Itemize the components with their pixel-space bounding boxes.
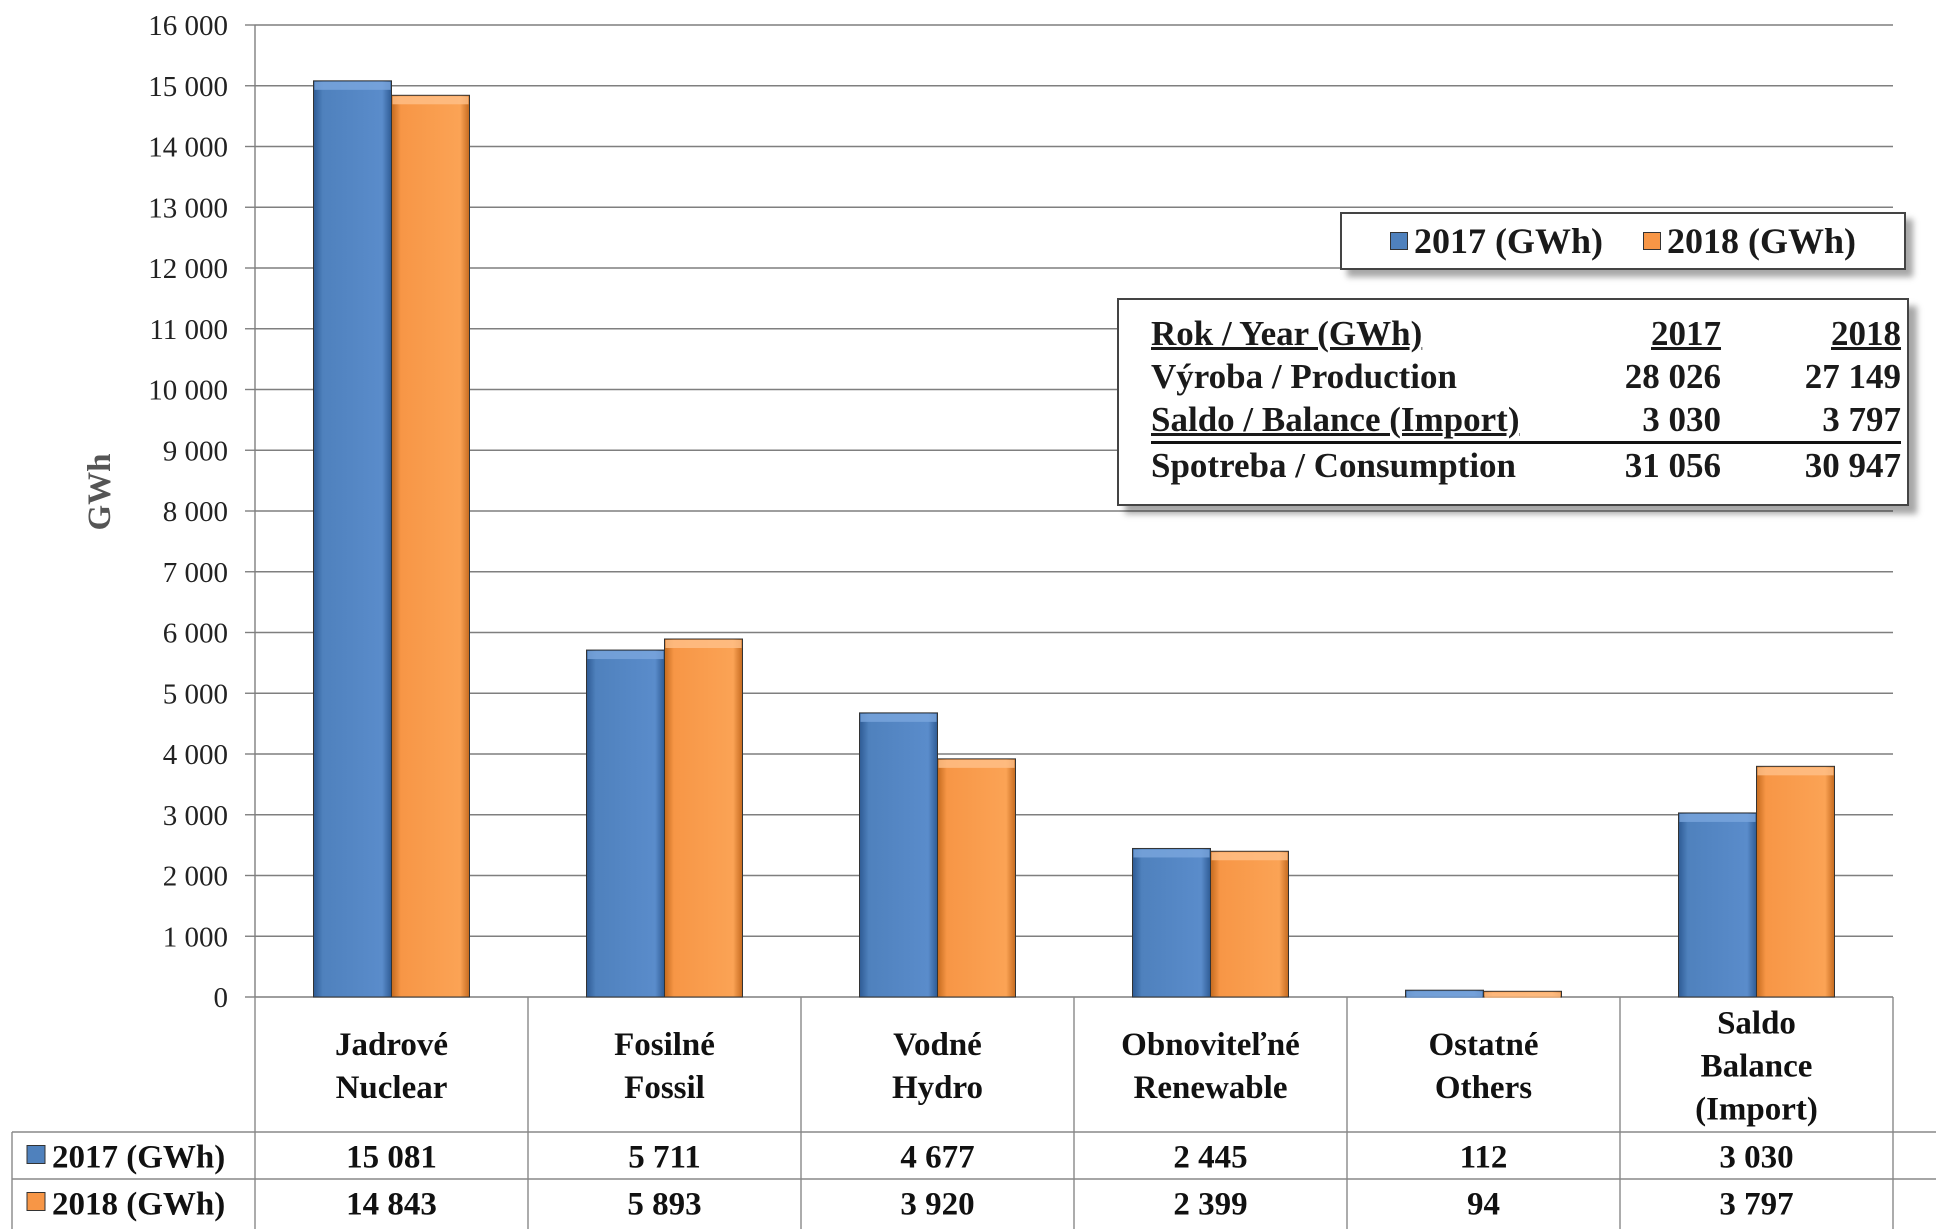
category-label: Renewable (1134, 1070, 1288, 1106)
summary-value: 27 149 (1804, 356, 1901, 396)
bar-top-bevel (1679, 813, 1756, 822)
summary-total-value: 31 056 (1624, 445, 1721, 485)
bar-2017 (586, 649, 665, 998)
table-value: 2 399 (1173, 1187, 1247, 1223)
data-table: Jadrové Nuclear Fosilné Fossil Vodné Hydro Obn… (11, 997, 1936, 1229)
summary-header-2017: 2017 (1651, 313, 1721, 353)
category-label: Balance (1701, 1049, 1813, 1085)
category-label: Saldo (1717, 1006, 1796, 1042)
y-tick-label: 15 000 (148, 71, 228, 103)
summary-header-label: Rok / Year (GWh) (1151, 313, 1423, 353)
bar-top-bevel (1484, 992, 1561, 998)
category-label: Hydro (892, 1070, 983, 1106)
legend-label-2018: 2018 (GWh) (1667, 221, 1856, 261)
y-tick-label: 2 000 (163, 861, 228, 893)
y-tick-label: 9 000 (163, 435, 228, 467)
bar-2017 (1678, 812, 1757, 998)
category-label: Nuclear (336, 1070, 448, 1106)
category-label: Obnoviteľné (1121, 1027, 1300, 1063)
y-tick-label: 13 000 (148, 192, 228, 224)
table-value: 112 (1460, 1140, 1508, 1176)
category-label: (Import) (1695, 1092, 1818, 1128)
category-label: Fosilné (614, 1027, 715, 1063)
y-tick-label: 5 000 (163, 678, 228, 710)
y-tick-label: 16 000 (148, 10, 228, 42)
category-label: Jadrové (335, 1027, 448, 1063)
y-tick-label: 1 000 (163, 921, 228, 953)
summary-row-consumption: Spotreba / Consumption 31 056 30 947 (1151, 443, 1901, 488)
table-value: 3 797 (1719, 1187, 1793, 1223)
table-value: 14 843 (346, 1187, 437, 1223)
bar-top-bevel (587, 651, 664, 660)
y-tick-label: 4 000 (163, 739, 228, 771)
bar-top-bevel (1757, 767, 1834, 776)
legend-label-2017: 2017 (GWh) (1414, 221, 1603, 261)
legend-swatch-2017 (1390, 232, 1408, 250)
bar-top-bevel (392, 96, 469, 105)
table-value: 15 081 (346, 1140, 437, 1176)
bars (313, 80, 1835, 998)
table-value: 4 677 (900, 1140, 974, 1176)
bar-top-bevel (1133, 849, 1210, 858)
bar-2018 (1756, 765, 1835, 998)
bar-2018 (664, 638, 743, 998)
y-tick-label: 10 000 (148, 375, 228, 407)
bar-2017 (1132, 847, 1211, 998)
legend-swatch-2018 (1643, 232, 1661, 250)
bar-top-bevel (665, 640, 742, 649)
summary-label: Výroba / Production (1151, 356, 1457, 396)
bar-2018 (937, 758, 1016, 998)
y-tick-label: 6 000 (163, 618, 228, 650)
summary-value: 28 026 (1624, 356, 1721, 396)
y-tick-label: 7 000 (163, 557, 228, 589)
y-axis-ticks: 0 1 000 2 000 3 000 4 000 5 000 6 000 7 000 8 00… (148, 10, 228, 1014)
legend: 2017 (GWh) 2018 (GWh) (1340, 212, 1906, 270)
table-legend-swatch (26, 1145, 46, 1164)
table-value: 5 711 (628, 1140, 700, 1176)
summary-value: 3 030 (1571, 398, 1721, 444)
y-tick-label: 11 000 (149, 314, 228, 346)
category-label: Ostatné (1429, 1027, 1539, 1063)
y-tick-label: 14 000 (148, 132, 228, 164)
y-tick-label: 0 (214, 982, 229, 1014)
y-tick-label: 3 000 (163, 800, 228, 832)
bar-top-bevel (314, 81, 391, 90)
legend-item-2018: 2018 (GWh) (1643, 220, 1856, 262)
table-legend-swatch (26, 1192, 46, 1211)
category-label: Others (1435, 1070, 1532, 1106)
bar-top-bevel (1406, 991, 1483, 998)
bar-top-bevel (1211, 852, 1288, 861)
summary-header-2018: 2018 (1831, 313, 1901, 353)
category-label: Vodné (893, 1027, 982, 1063)
category-label: Fossil (624, 1070, 705, 1106)
bar-2018 (391, 94, 470, 998)
summary-value: 3 797 (1721, 398, 1901, 444)
bar-2018 (1210, 850, 1289, 998)
summary-row-production: Výroba / Production 28 026 27 149 (1151, 355, 1901, 398)
bar-2017 (859, 712, 938, 998)
y-tick-label: 12 000 (148, 253, 228, 285)
table-value: 3 030 (1719, 1140, 1793, 1176)
table-value: 3 920 (900, 1187, 974, 1223)
bar-top-bevel (860, 713, 937, 722)
summary-header-row: Rok / Year (GWh) 2017 2018 (1151, 312, 1901, 355)
summary-total-label: Spotreba / Consumption (1151, 445, 1517, 485)
summary-table-box: Rok / Year (GWh) 2017 2018 Výroba / Prod… (1117, 298, 1909, 506)
table-value: 94 (1467, 1187, 1500, 1223)
y-axis-label: GWh (82, 453, 118, 530)
table-series-name: 2018 (GWh) (52, 1187, 225, 1223)
gridlines (245, 24, 1893, 998)
summary-total-value: 30 947 (1804, 445, 1901, 485)
bar-2017 (313, 80, 392, 998)
summary-table: Rok / Year (GWh) 2017 2018 Výroba / Prod… (1151, 312, 1901, 487)
table-value: 5 893 (627, 1187, 701, 1223)
table-series-name: 2017 (GWh) (52, 1140, 225, 1176)
y-tick-label: 8 000 (163, 496, 228, 528)
legend-item-2017: 2017 (GWh) (1390, 220, 1603, 262)
bar-top-bevel (938, 759, 1015, 768)
summary-row-balance: Saldo / Balance (Import) 3 030 3 797 (1151, 398, 1901, 444)
table-value: 2 445 (1173, 1140, 1247, 1176)
summary-label: Saldo / Balance (Import) (1151, 398, 1571, 444)
